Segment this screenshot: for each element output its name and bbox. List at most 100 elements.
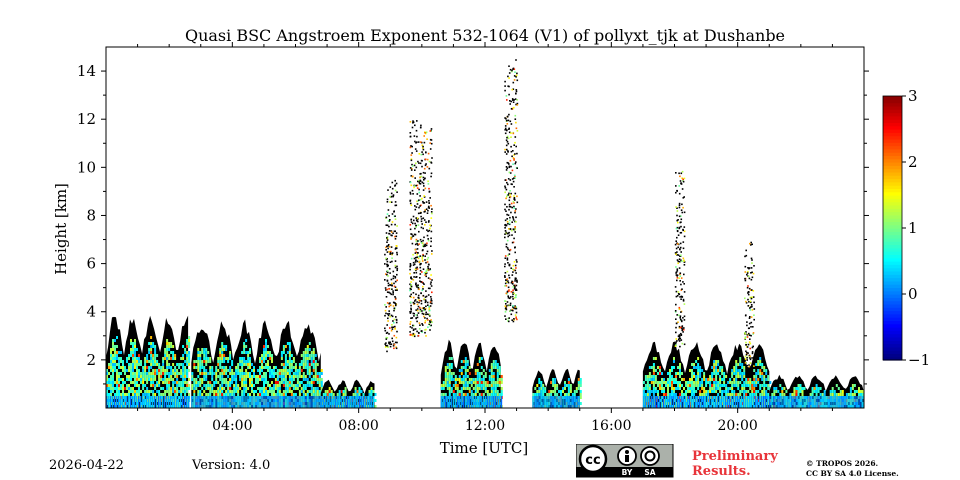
y-tick-label: 8 xyxy=(86,206,96,224)
colorbar-segment xyxy=(883,310,902,315)
x-tick-label: 08:00 xyxy=(338,418,378,434)
cloud-column-0900 xyxy=(384,179,399,353)
colorbar-segment xyxy=(883,343,902,348)
colorbar-segment xyxy=(883,96,902,100)
cc-license-badge: cc BY SA xyxy=(576,444,674,478)
colorbar-segment xyxy=(883,99,902,104)
colorbar-segment xyxy=(883,201,902,206)
colorbar-segment xyxy=(883,270,902,275)
colorbar-segment xyxy=(883,330,902,335)
preliminary-notice: Preliminary Results. xyxy=(692,449,778,479)
colorbar-segment xyxy=(883,221,902,226)
colorbar-segment xyxy=(883,231,902,236)
colorbar-segment xyxy=(883,251,902,255)
y-tick-label: 14 xyxy=(77,62,96,80)
colorbar-segment xyxy=(883,214,902,219)
colorbar-segment xyxy=(883,297,902,302)
cloud-column-1245 xyxy=(504,59,519,323)
layer-afternoon-layer xyxy=(532,368,582,408)
colorbar-segment xyxy=(883,175,902,180)
colorbar-segment xyxy=(883,148,902,153)
colorbar-segment xyxy=(883,323,902,328)
colorbar-segment xyxy=(883,327,902,331)
colorbar-segment xyxy=(883,264,902,269)
y-tick-label: 12 xyxy=(77,110,96,128)
y-tick-label: 10 xyxy=(77,158,96,176)
colorbar-segment xyxy=(883,155,902,160)
colorbar-segment xyxy=(883,208,902,213)
colorbar-segment xyxy=(883,145,902,150)
colorbar-segment xyxy=(883,356,902,361)
colorbar-segment xyxy=(883,346,902,351)
colorbar-tick-label: −1 xyxy=(908,351,930,369)
colorbar-segment xyxy=(883,261,902,265)
colorbar-segment xyxy=(883,198,902,203)
layer-aerosol-layer-noon xyxy=(440,339,503,408)
y-axis: 2 4 6 8 10 12 14 xyxy=(77,62,869,385)
x-tick-label: 12:00 xyxy=(465,418,505,434)
colorbar-segment xyxy=(883,290,902,295)
svg-text:BY: BY xyxy=(622,468,633,477)
colorbar-segment xyxy=(883,132,902,137)
layer-boundary-layer-midmorning xyxy=(191,319,323,408)
colorbar-segment xyxy=(883,336,902,341)
colorbar-segment xyxy=(883,244,902,249)
plot-area xyxy=(105,46,865,409)
colorbar-segment xyxy=(883,122,902,127)
colorbar-segment xyxy=(883,158,902,163)
preliminary-line-1: Preliminary xyxy=(692,449,778,464)
colorbar-tick-label: 1 xyxy=(908,219,918,237)
colorbar-segment xyxy=(883,142,902,147)
cloud-column-1000 xyxy=(409,120,433,338)
colorbar-segment xyxy=(883,188,902,193)
preliminary-line-2: Results. xyxy=(692,464,751,479)
chart-title: Quasi BSC Angstroem Exponent 532-1064 (V… xyxy=(185,26,785,45)
version-label: Version: 4.0 xyxy=(192,458,271,473)
colorbar-segment xyxy=(883,162,902,166)
colorbar-segment xyxy=(883,237,902,242)
colorbar-segment xyxy=(883,313,902,318)
colorbar-segment xyxy=(883,274,902,279)
colorbar-segment xyxy=(883,317,902,321)
colorbar-segment xyxy=(883,320,902,325)
colorbar: −1 0 1 2 3 xyxy=(882,87,930,369)
colorbar-segment xyxy=(883,165,902,170)
colorbar-segment xyxy=(883,138,902,143)
colorbar-segment xyxy=(883,204,902,209)
layer-boundary-layer-morning xyxy=(106,315,191,408)
colorbar-segment xyxy=(883,105,902,110)
colorbar-segment xyxy=(883,224,902,229)
colorbar-segment xyxy=(883,119,902,123)
colorbar-segment xyxy=(883,109,902,114)
colorbar-segment xyxy=(883,234,902,239)
colorbar-segment xyxy=(883,125,902,130)
y-tick-label: 2 xyxy=(86,351,96,369)
colorbar-segment xyxy=(883,185,902,189)
svg-text:SA: SA xyxy=(644,468,655,477)
cc-icon xyxy=(578,444,608,474)
colorbar-segment xyxy=(883,254,902,259)
x-axis: 04:00 08:00 12:00 16:00 20:00 xyxy=(137,42,833,434)
layer-evening-layer xyxy=(642,341,772,408)
colorbar-segment xyxy=(883,218,902,222)
colorbar-segment xyxy=(883,195,902,199)
colorbar-segment xyxy=(883,350,902,354)
colorbar-segment xyxy=(883,280,902,285)
x-tick-label: 20:00 xyxy=(717,418,757,434)
colorbar-segment xyxy=(883,287,902,292)
colorbar-segment xyxy=(883,102,902,107)
x-axis-label: Time [UTC] xyxy=(440,439,529,457)
copyright-notice: © TROPOS 2026. CC BY SA 4.0 License. xyxy=(806,459,899,479)
y-axis-label: Height [km] xyxy=(52,183,70,275)
colorbar-segment xyxy=(883,115,902,120)
colorbar-segment xyxy=(883,300,902,305)
colorbar-segment xyxy=(883,168,902,173)
colorbar-segment xyxy=(883,228,902,232)
colorbar-segment xyxy=(883,303,902,308)
colorbar-segment xyxy=(883,241,902,246)
cloud-column-2030 xyxy=(744,241,756,368)
colorbar-tick-label: 2 xyxy=(908,153,918,171)
colorbar-segment xyxy=(883,307,902,312)
colorbar-segment xyxy=(883,333,902,338)
colorbar-segment xyxy=(883,135,902,140)
